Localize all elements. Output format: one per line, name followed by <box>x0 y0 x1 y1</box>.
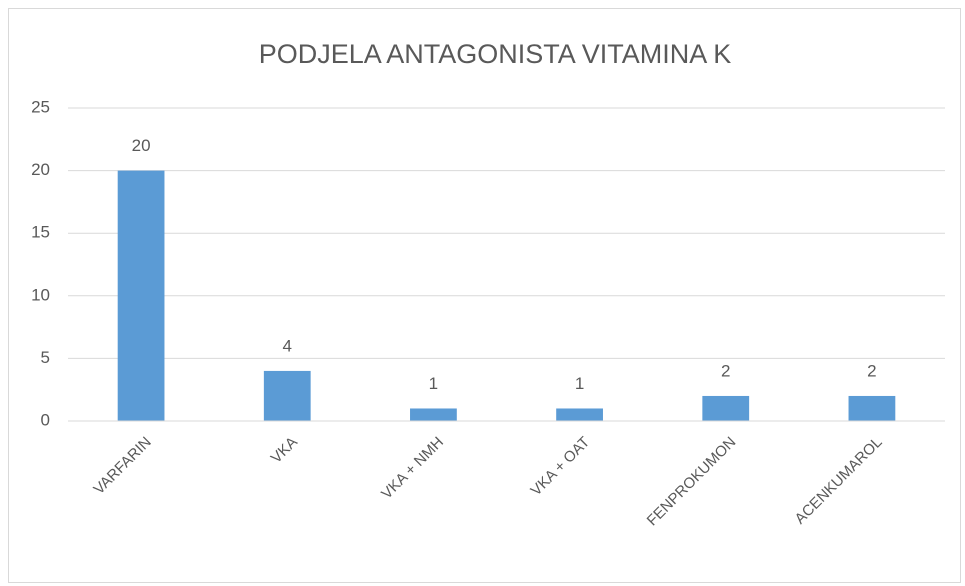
bar <box>556 408 603 421</box>
y-tick-label: 0 <box>41 410 50 429</box>
y-tick-label: 5 <box>41 348 50 367</box>
data-label: 2 <box>867 361 876 380</box>
bar <box>263 370 311 421</box>
data-label: 1 <box>429 374 438 393</box>
bar <box>410 408 457 421</box>
data-label: 4 <box>283 336 292 355</box>
y-tick-label: 25 <box>31 97 50 116</box>
chart-title: PODJELA ANTAGONISTA VITAMINA K <box>259 39 732 69</box>
data-label: 2 <box>721 361 730 380</box>
bar <box>848 395 896 421</box>
y-tick-label: 15 <box>31 223 50 242</box>
y-tick-label: 10 <box>31 285 50 304</box>
data-label: 1 <box>575 374 584 393</box>
bar <box>117 170 165 421</box>
bar <box>702 395 750 421</box>
y-tick-label: 20 <box>31 160 50 179</box>
data-label: 20 <box>132 136 151 155</box>
